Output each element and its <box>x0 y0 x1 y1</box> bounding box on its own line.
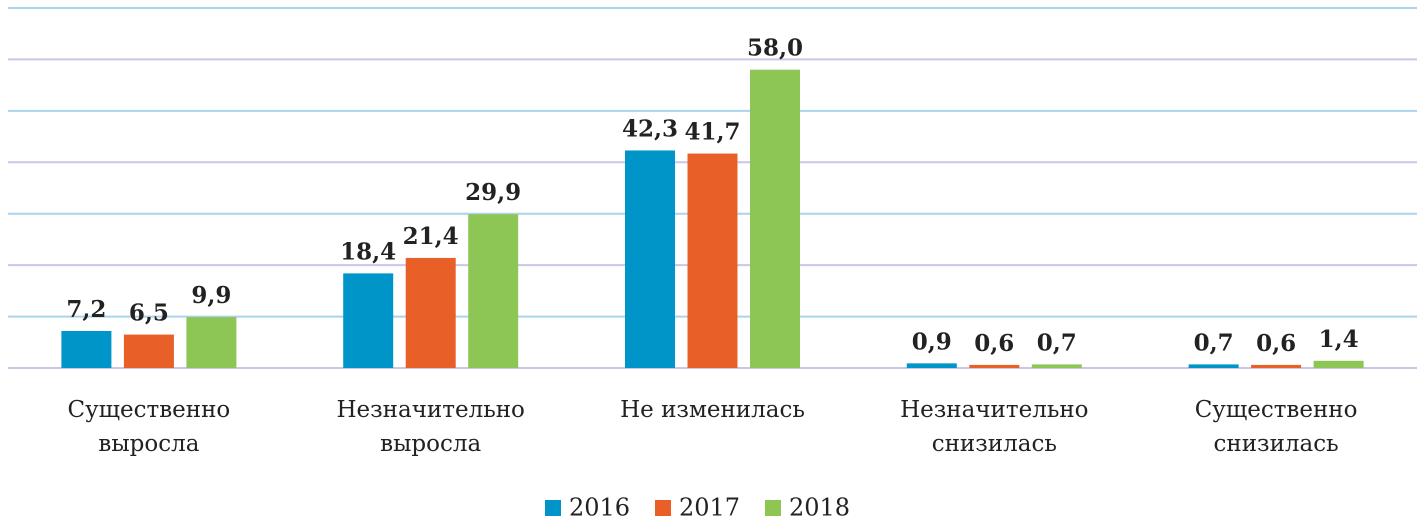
value-label: 0,6 <box>974 330 1014 357</box>
bar <box>405 257 456 368</box>
value-label: 21,4 <box>403 223 459 250</box>
value-label: 7,2 <box>66 296 106 323</box>
value-label: 0,7 <box>1037 329 1077 356</box>
value-label: 58,0 <box>747 35 803 62</box>
x-tick-label: Незначительно снизилась <box>900 397 1089 457</box>
bar <box>1031 364 1082 368</box>
value-label: 18,4 <box>340 238 396 265</box>
bar <box>186 317 237 368</box>
value-label: 41,7 <box>684 119 740 146</box>
bar <box>468 214 519 368</box>
legend-label: 2017 <box>679 494 740 522</box>
legend-label: 2016 <box>569 494 630 522</box>
bar <box>1188 364 1239 368</box>
bar <box>1251 364 1302 368</box>
bar <box>1313 360 1364 368</box>
value-label: 6,5 <box>129 300 169 327</box>
value-label: 1,4 <box>1319 326 1359 353</box>
value-label: 0,6 <box>1256 330 1296 357</box>
bar <box>61 330 112 368</box>
legend-swatch <box>765 500 781 516</box>
value-label: 29,9 <box>465 179 521 206</box>
value-label: 9,9 <box>191 282 231 309</box>
bar <box>750 69 800 368</box>
x-tick-label: Существенно выросла <box>67 397 231 457</box>
bar <box>969 364 1020 368</box>
bar <box>906 363 957 368</box>
x-tick-label: Незначительно выросла <box>336 397 525 457</box>
legend-label: 2018 <box>789 494 850 522</box>
bar <box>123 334 174 368</box>
value-label: 0,7 <box>1194 329 1234 356</box>
legend-swatch <box>655 500 671 516</box>
x-tick-label: Не изменилась <box>620 397 805 423</box>
x-tick-label: Существенно снизилась <box>1194 397 1358 457</box>
bar <box>343 273 394 368</box>
bar <box>687 153 738 368</box>
legend-swatch <box>545 500 561 516</box>
value-label: 42,3 <box>622 115 678 142</box>
bar <box>625 150 675 368</box>
value-label: 0,9 <box>912 328 952 355</box>
